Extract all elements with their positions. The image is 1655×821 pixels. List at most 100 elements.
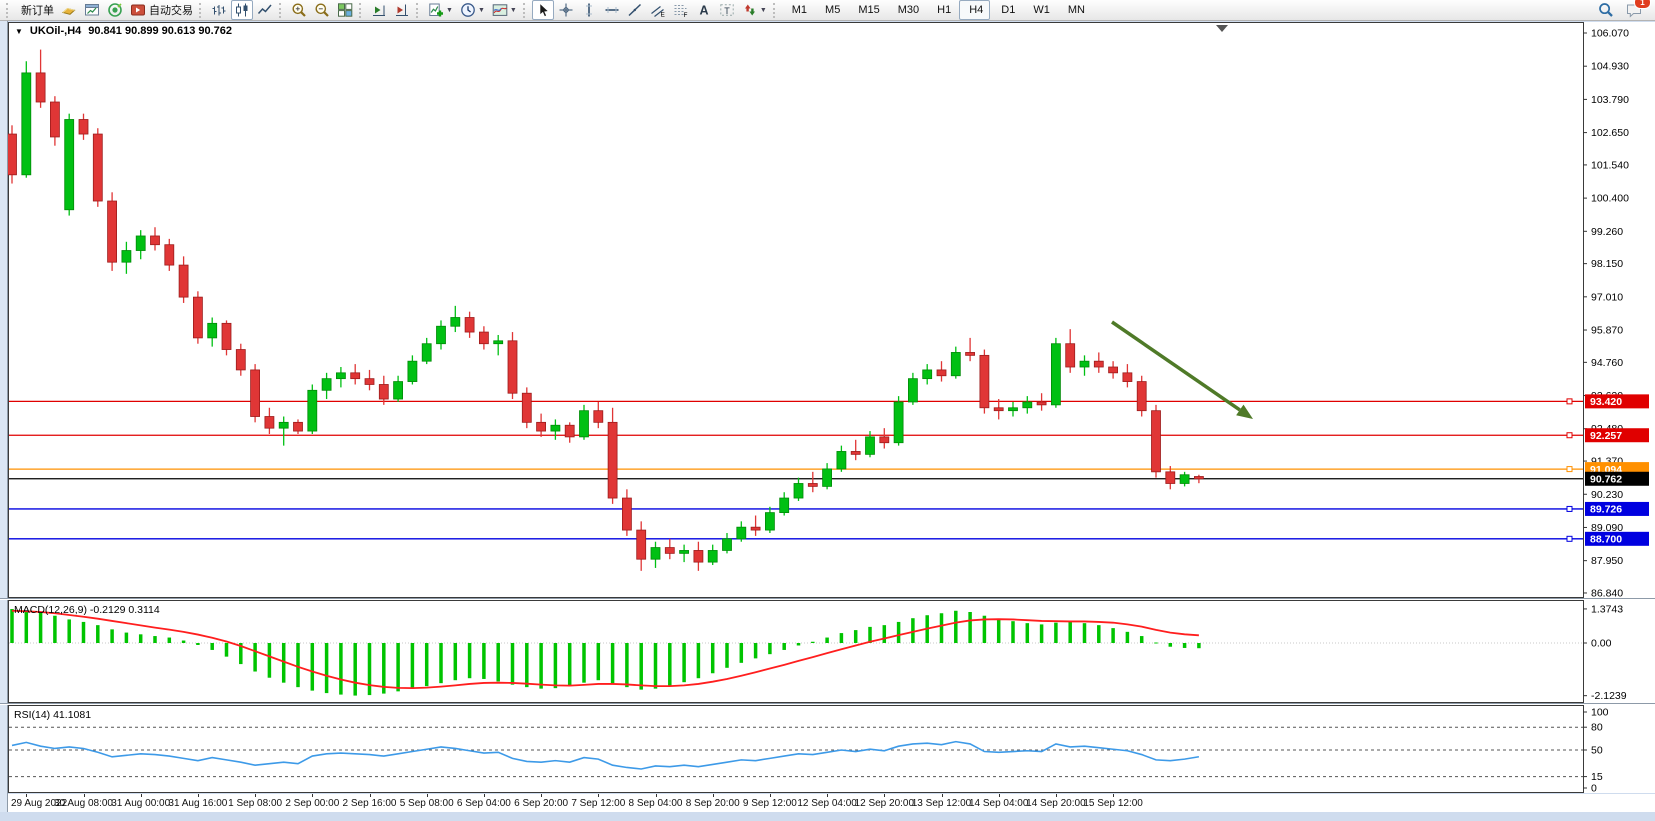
rsi-line bbox=[11, 740, 1200, 770]
svg-text:90.762: 90.762 bbox=[1590, 474, 1622, 486]
toolbar-grip[interactable] bbox=[522, 2, 527, 18]
svg-text:88.700: 88.700 bbox=[1590, 534, 1622, 546]
text-button-glyph: A bbox=[699, 4, 708, 18]
panel-divider[interactable] bbox=[0, 703, 1655, 705]
time-label: 12 Sep 04:00 bbox=[797, 798, 857, 809]
time-label: 14 Sep 04:00 bbox=[968, 798, 1029, 809]
panel-divider[interactable] bbox=[0, 598, 1655, 600]
text-button[interactable]: A bbox=[693, 0, 715, 20]
toolbar-right: 1 bbox=[1595, 0, 1651, 20]
main-chart-panel[interactable]: ▼ UKOil-,H4 90.841 90.899 90.613 90.762 … bbox=[7, 22, 1655, 599]
signals-icon[interactable] bbox=[104, 0, 126, 20]
zoom-out-button[interactable] bbox=[311, 0, 333, 20]
timeframe-button-mn[interactable]: MN bbox=[1058, 0, 1092, 20]
dropdown-arrow-icon[interactable]: ▼ bbox=[446, 6, 453, 14]
timeframe-button-m1[interactable]: M1 bbox=[782, 0, 814, 20]
timeframe-button-d1[interactable]: D1 bbox=[991, 0, 1022, 20]
timeframe-button-h4[interactable]: H4 bbox=[959, 0, 991, 20]
timeframe-button-m5-label: M5 bbox=[825, 4, 841, 16]
trend-arrow-annotation[interactable] bbox=[1111, 320, 1253, 419]
timeframe-button-d1-label: D1 bbox=[1001, 4, 1016, 16]
time-tick bbox=[541, 794, 543, 797]
trendline-button-glyph bbox=[628, 3, 641, 17]
svg-text:86.840: 86.840 bbox=[1591, 587, 1623, 598]
svg-text:103.790: 103.790 bbox=[1591, 94, 1629, 106]
notifications-button[interactable]: 1 bbox=[1623, 0, 1651, 20]
symbol-dropdown-icon[interactable]: ▼ bbox=[15, 26, 23, 36]
macd-canvas[interactable]: 1.3743 0.00 -2.1239 MACD(12,26,9) -0.2129 0… bbox=[8, 600, 1655, 703]
svg-text:100.400: 100.400 bbox=[1591, 193, 1629, 205]
equidistant-channel-button-glyph: E bbox=[650, 6, 665, 18]
chart-shift-button[interactable] bbox=[391, 0, 413, 20]
time-axis[interactable]: 29 Aug 2022 30 Aug 08:00 31 Aug 00:00 31 Au… bbox=[8, 794, 1655, 812]
fibonacci-button[interactable]: F bbox=[670, 0, 692, 20]
svg-text:50: 50 bbox=[1591, 745, 1603, 757]
trendline-button[interactable] bbox=[624, 0, 646, 20]
timeframe-button-h1[interactable]: H1 bbox=[927, 0, 958, 20]
price-axis[interactable]: 106.070 104.930 103.790 102.650 101.540 100.4… bbox=[1583, 28, 1629, 599]
tile-windows-button[interactable] bbox=[334, 0, 356, 20]
time-label: 31 Aug 00:00 bbox=[111, 798, 171, 809]
svg-text:90.230: 90.230 bbox=[1591, 489, 1623, 501]
time-label: 2 Sep 16:00 bbox=[342, 798, 397, 809]
candles bbox=[7, 49, 1204, 571]
vertical-line-button[interactable] bbox=[578, 0, 600, 20]
main-chart-canvas[interactable]: 106.070 104.930 103.790 102.650 101.540 100.4… bbox=[7, 22, 1655, 599]
chart-shift-button-glyph bbox=[396, 4, 408, 16]
macd-panel[interactable]: 1.3743 0.00 -2.1239 MACD(12,26,9) -0.2129 0… bbox=[8, 600, 1655, 703]
toolbar-grip[interactable] bbox=[772, 2, 777, 18]
time-label: 13 Sep 12:00 bbox=[911, 798, 972, 809]
svg-text:0: 0 bbox=[1591, 783, 1597, 794]
price-level-lines[interactable] bbox=[9, 398, 1583, 542]
time-label: 5 Sep 08:00 bbox=[399, 798, 454, 809]
dropdown-arrow-icon[interactable]: ▼ bbox=[759, 6, 767, 14]
toolbar-grip[interactable] bbox=[279, 2, 283, 18]
time-tick bbox=[483, 794, 485, 797]
indicators-button[interactable]: ▼ bbox=[425, 0, 456, 20]
time-tick bbox=[1055, 794, 1057, 797]
timeframe-button-m15[interactable]: M15 bbox=[848, 0, 886, 20]
new-order-button[interactable]: 新订单 bbox=[15, 0, 57, 20]
search-button[interactable] bbox=[1595, 0, 1617, 20]
time-label: 30 Aug 08:00 bbox=[54, 798, 113, 809]
templates-button[interactable]: ▼ bbox=[489, 0, 520, 20]
window-left-edge bbox=[0, 21, 8, 812]
time-label: 2 Sep 00:00 bbox=[285, 798, 340, 809]
dropdown-arrow-icon[interactable]: ▼ bbox=[477, 6, 485, 14]
arrows-button[interactable]: ▼ bbox=[739, 0, 770, 20]
autotrading-button[interactable]: 自动交易 bbox=[127, 0, 196, 20]
toolbar-grip[interactable] bbox=[359, 2, 363, 18]
text-label-button[interactable]: T bbox=[716, 0, 738, 20]
line-chart-button-glyph bbox=[257, 4, 272, 14]
chart-ohlc-readout: 90.841 90.899 90.613 90.762 bbox=[88, 25, 233, 37]
timeframe-button-w1[interactable]: W1 bbox=[1023, 0, 1057, 20]
toolbar-grip[interactable] bbox=[416, 2, 420, 18]
svg-text:104.930: 104.930 bbox=[1591, 61, 1629, 73]
equidistant-channel-button[interactable]: E bbox=[647, 0, 669, 20]
timeframe-button-m30[interactable]: M30 bbox=[888, 0, 926, 20]
text-label-button-glyph: T bbox=[720, 4, 734, 16]
candlestick-chart-button[interactable] bbox=[231, 0, 253, 20]
crosshair-button[interactable] bbox=[555, 0, 577, 20]
auto-scroll-button[interactable] bbox=[368, 0, 390, 20]
svg-text:93.420: 93.420 bbox=[1590, 396, 1622, 408]
time-tick bbox=[941, 794, 943, 797]
cursor-button[interactable] bbox=[531, 0, 554, 20]
notification-badge: 1 bbox=[1634, 0, 1651, 9]
horizontal-line-button[interactable] bbox=[601, 0, 623, 20]
toolbar-grip[interactable] bbox=[199, 2, 203, 18]
time-label: 8 Sep 20:00 bbox=[685, 798, 740, 809]
rsi-panel[interactable]: 100 80 50 15 0 RSI(14) 41.1081 bbox=[8, 705, 1655, 795]
bar-chart-button[interactable] bbox=[208, 0, 230, 20]
periods-button[interactable]: ▼ bbox=[457, 0, 488, 20]
gold-ingot-icon[interactable] bbox=[58, 0, 80, 20]
line-chart-button[interactable] bbox=[254, 0, 276, 20]
rsi-canvas[interactable]: 100 80 50 150 RSI(14) 41.1081 bbox=[8, 705, 1655, 795]
chart-shift-marker-icon[interactable] bbox=[1216, 25, 1228, 32]
dropdown-arrow-icon[interactable]: ▼ bbox=[509, 6, 517, 14]
toolbar-grip[interactable] bbox=[6, 2, 10, 18]
timeframe-button-m5[interactable]: M5 bbox=[815, 0, 847, 20]
timeframe-button-m1-label: M1 bbox=[791, 4, 808, 16]
new-chart-window-button[interactable] bbox=[81, 0, 103, 20]
zoom-in-button[interactable] bbox=[288, 0, 310, 20]
